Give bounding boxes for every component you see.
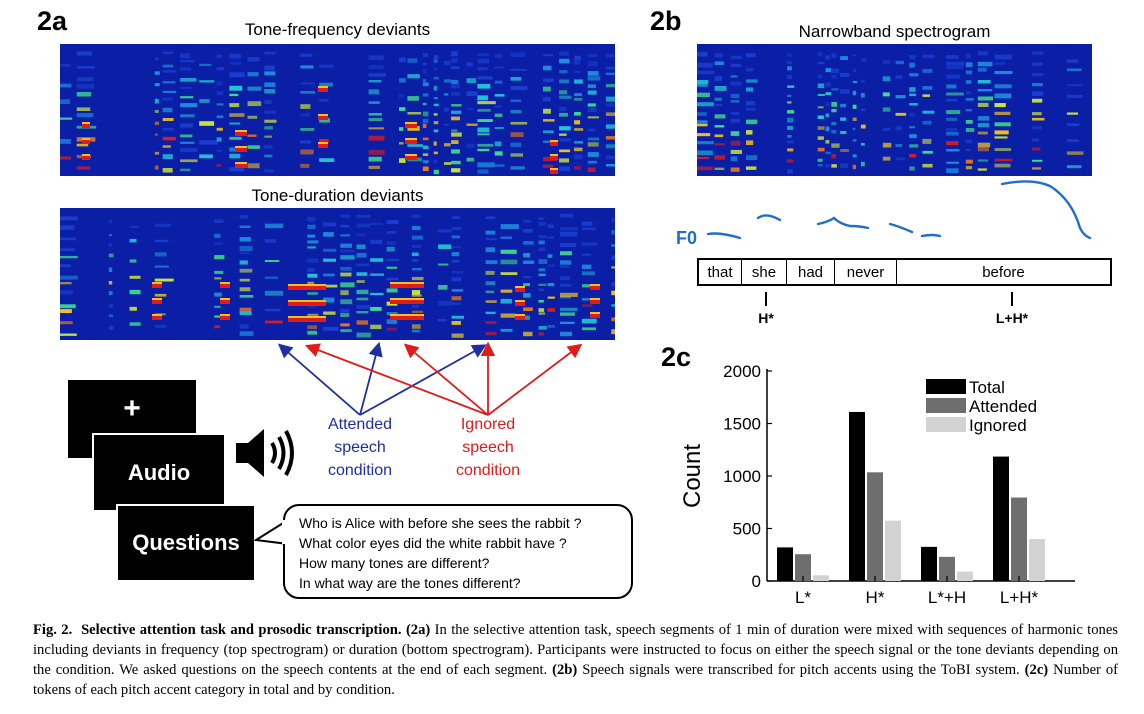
legend-swatch-total [926,379,966,394]
questions-bubble: Who is Alice with before she sees the ra… [283,504,633,599]
question-1: Who is Alice with before she sees the ra… [299,515,582,531]
accent-h-star: H* [758,310,774,326]
bottom-spectrogram-title: Tone-duration deviants [251,186,424,205]
x-tick-label: H* [866,588,885,607]
attended-condition-label: Attended speech condition [327,416,393,479]
question-2: What color eyes did the white rabbit hav… [299,535,567,551]
bubble-tail-join [282,520,288,544]
narrowband-spectrogram [697,44,1092,176]
bar-ignored-0 [813,575,829,581]
legend-label-ignored: Ignored [969,416,1027,435]
tone-frequency-spectrogram [60,44,615,176]
caption-figure-number: Fig. 2. [33,622,73,638]
narrowband-title: Narrowband spectrogram [798,22,991,41]
f0-label: F0 [676,228,698,248]
word-never: never [835,260,897,284]
bar-attended-3 [1011,497,1027,581]
y-tick-label: 0 [752,572,761,591]
bar-attended-0 [795,554,811,581]
audio-block: Audio [92,433,224,510]
panel-label-2c: 2c [661,342,692,372]
x-tick-label: L*+H [928,588,966,607]
ignored-condition-label: Ignored speech condition [455,416,521,479]
figure-caption: Fig. 2. Selective attention task and pro… [33,620,1118,700]
legend-swatch-attended [926,398,966,413]
bar-ignored-3 [1029,539,1045,581]
accent-tick-lh [1011,292,1013,306]
y-tick-label: 1000 [723,467,761,486]
bar-attended-1 [867,472,883,581]
accent-tick-h [765,292,767,306]
y-tick-label: 2000 [723,362,761,381]
word-that: that [699,260,742,284]
caption-text-2b: Speech signals were transcribed for pitc… [577,662,1025,678]
question-3: How many tones are different? [299,555,490,571]
word-she: she [742,260,787,284]
question-4: In what way are the tones different? [299,575,521,591]
bar-total-2 [921,546,937,581]
top-spectrogram-title: Tone-frequency deviants [244,20,431,39]
bar-total-3 [993,456,1009,581]
x-tick-label: L+H* [1000,588,1039,607]
y-axis-label: Count [679,444,706,508]
x-tick-label: L* [795,588,811,607]
speech-bubble-tail [254,519,289,545]
y-tick-label: 500 [733,520,761,539]
bar-ignored-2 [957,571,973,581]
caption-tag-2c: (2c) [1024,662,1049,678]
bar-total-0 [777,547,793,581]
caption-text-2c: Number of tokens of each pitch accent ca… [33,662,1119,698]
bar-attended-2 [939,556,955,581]
bar-total-1 [849,411,865,581]
panel-label-2a: 2a [37,6,68,36]
f0-contour [706,180,1092,240]
legend-label-attended: Attended [969,397,1037,416]
questions-block: Questions [116,504,254,580]
y-tick-label: 1500 [723,415,761,434]
word-had: had [787,260,835,284]
pitch-accent-bar-chart: 0 500 1000 1500 2000 Count L* H* L*+H L+H* TotalAt… [679,362,1075,607]
caption-tag-2a: (2a) [405,622,431,638]
panel-label-2b: 2b [650,6,682,36]
speaker-icon [236,429,294,477]
word-transcription-row: that she had never before [697,258,1112,286]
tone-duration-spectrogram [60,208,615,340]
accent-l-plus-h-star: L+H* [995,310,1029,326]
caption-text-2a: In the selective attention task, speech … [33,622,1118,678]
condition-arrows [277,341,583,416]
legend-swatch-ignored [926,417,966,432]
caption-tag-2b: (2b) [552,662,578,678]
legend-label-total: Total [969,378,1005,397]
word-before: before [982,263,1025,281]
bar-ignored-1 [885,520,901,581]
caption-title: Selective attention task and prosodic tr… [81,622,402,638]
